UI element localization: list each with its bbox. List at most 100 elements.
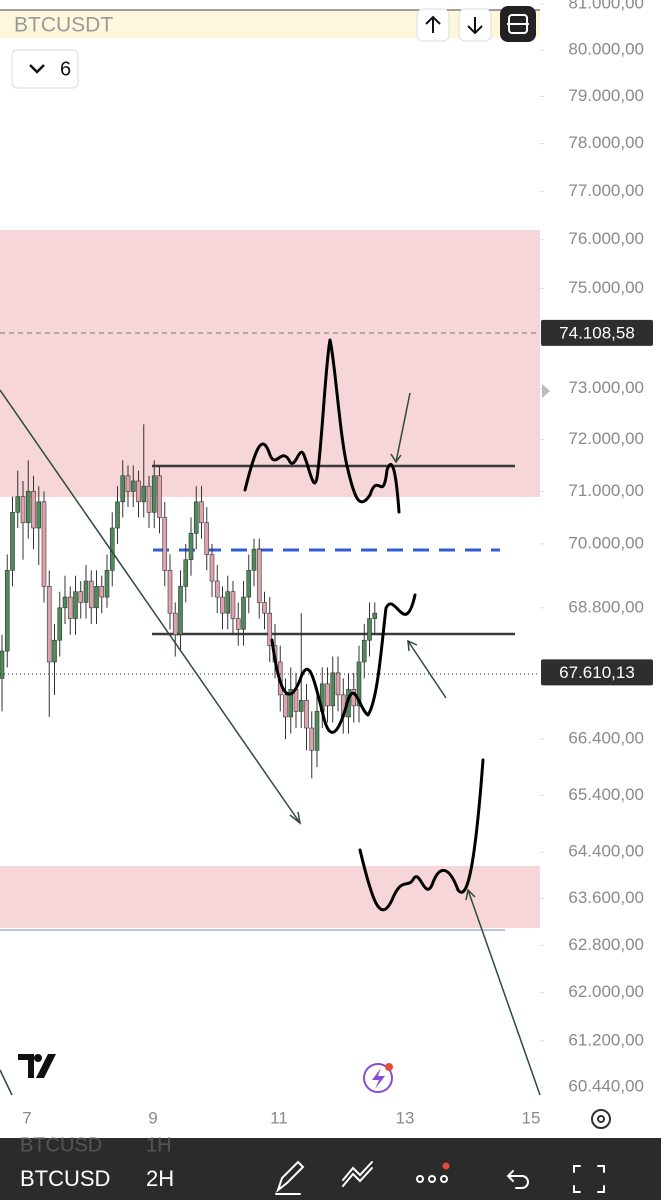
candle-body	[57, 607, 63, 641]
price-label: 76.000,00	[568, 229, 644, 248]
candle-body	[235, 618, 241, 630]
price-tag-label: 67.610,13	[559, 663, 635, 682]
symbol-bar	[0, 10, 540, 38]
arrows	[0, 389, 541, 1096]
candle-body	[230, 591, 236, 619]
interval-dropdown[interactable]: 6	[11, 49, 79, 89]
candle-body	[241, 596, 246, 630]
flash-button[interactable]	[363, 1063, 393, 1093]
candle-body	[36, 501, 42, 529]
candle-body	[193, 501, 199, 534]
candle-body	[88, 580, 94, 609]
candle-body	[172, 612, 178, 636]
candle-body	[46, 586, 52, 663]
candle-body	[204, 522, 210, 555]
toolbar-interval[interactable]: 2H	[146, 1166, 174, 1191]
candle-body	[330, 672, 336, 707]
candle-body	[262, 602, 267, 614]
candle-body	[220, 596, 225, 614]
candle-body	[361, 639, 367, 663]
date-label: 11	[270, 1108, 288, 1127]
candle-body	[335, 672, 341, 696]
toolbar-icons	[275, 1160, 605, 1195]
candle-body	[267, 612, 273, 646]
settings-button[interactable]	[591, 1109, 611, 1129]
price-label: 78.000,00	[568, 133, 644, 152]
expand-button[interactable]	[500, 6, 536, 42]
indicators-tool[interactable]	[342, 1161, 373, 1187]
candle-body	[73, 591, 78, 619]
price-tag-label: 74.108,58	[559, 323, 635, 342]
price-label: 65.400,00	[568, 785, 644, 804]
candle-body	[141, 485, 147, 503]
candle-body	[62, 596, 68, 609]
date-label: 9	[148, 1108, 157, 1127]
candle-body	[67, 596, 73, 619]
candle-body	[209, 554, 215, 582]
candle-body	[146, 485, 152, 513]
candle-body	[256, 548, 262, 603]
ghost-symbol: BTCUSD	[20, 1134, 102, 1156]
price-label: 64.400,00	[568, 842, 644, 861]
price-label: 81.000,00	[568, 0, 644, 12]
candle-body	[188, 533, 194, 561]
date-axis: 7 9 11 13 15	[22, 1108, 540, 1127]
price-label: 61.200,00	[568, 1030, 644, 1049]
candle-body	[99, 586, 105, 598]
candle-body	[367, 618, 372, 641]
candle-body	[83, 580, 89, 603]
candle-body	[246, 570, 252, 598]
candle-body	[120, 475, 126, 503]
price-label: 62.800,00	[568, 935, 644, 954]
price-tag	[541, 659, 653, 686]
candle-body	[20, 496, 26, 524]
price-label: 66.400,00	[568, 729, 644, 748]
fullscreen-tool[interactable]	[573, 1165, 605, 1193]
price-tag	[541, 319, 653, 346]
candle-body	[10, 511, 15, 571]
candle-body	[251, 548, 257, 571]
price-label: 80.000,00	[568, 39, 644, 58]
price-label: 60.440,00	[568, 1076, 644, 1095]
candle-body	[52, 639, 57, 663]
interval-count: 6	[60, 58, 71, 80]
down-button[interactable]	[458, 8, 492, 42]
price-axis: 81.000,00 80.000,00 79.000,00 78.000,00 77.0…	[540, 0, 653, 1095]
candle-body	[151, 475, 157, 513]
date-label: 15	[522, 1108, 541, 1127]
undo-tool[interactable]	[506, 1170, 529, 1189]
candle-body	[125, 475, 131, 492]
scroll-marker	[542, 384, 550, 398]
candles	[0, 424, 378, 779]
candle-body	[314, 711, 320, 751]
candle-body	[130, 480, 136, 492]
candle-body	[183, 559, 189, 587]
symbol-label: BTCUSDT	[14, 14, 113, 37]
candle-body	[298, 700, 304, 712]
candle-body	[25, 491, 31, 524]
candle-body	[309, 727, 315, 751]
price-label: 70.000,00	[568, 533, 644, 552]
draw-tool[interactable]	[275, 1160, 305, 1195]
price-label: 68.800,00	[568, 597, 644, 616]
date-label: 7	[22, 1108, 31, 1127]
candle-body	[94, 586, 99, 609]
candle-body	[372, 612, 378, 619]
toolbar-symbol[interactable]: BTCUSD	[20, 1166, 110, 1191]
price-label: 72.000,00	[568, 429, 644, 448]
candle-body	[325, 683, 330, 707]
demand-zone	[0, 866, 540, 928]
candle-body	[41, 501, 47, 587]
candle-body	[356, 661, 362, 707]
candle-body	[283, 694, 288, 718]
drawing	[243, 338, 485, 912]
candle-body	[0, 650, 5, 679]
more-tool[interactable]	[416, 1162, 450, 1183]
tv-logo	[18, 1054, 56, 1078]
price-label: 63.600,00	[568, 888, 644, 907]
candle-body	[304, 700, 309, 729]
candle-body	[214, 580, 220, 598]
price-label: 73.000,00	[568, 378, 644, 397]
price-label: 79.000,00	[568, 86, 644, 105]
up-button[interactable]	[416, 8, 450, 42]
